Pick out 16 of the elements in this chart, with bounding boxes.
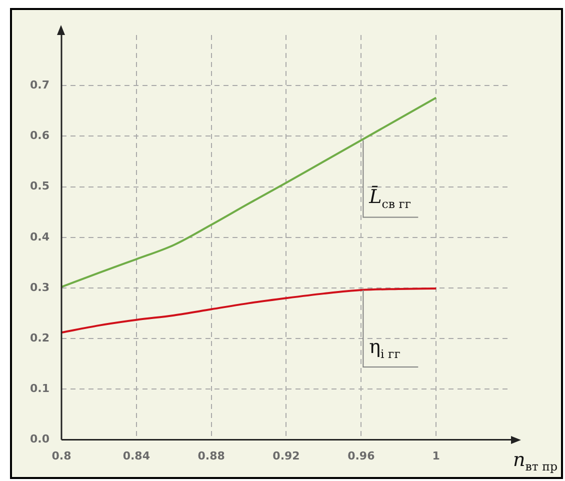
y-tick-label: 0.2 — [30, 331, 50, 344]
line-series — [61, 288, 438, 334]
x-tick-label: 0.96 — [348, 449, 376, 462]
y-tick-label: 0.0 — [30, 432, 50, 446]
x-tick-label: 0.88 — [198, 449, 225, 462]
y-tick-label: 0.7 — [30, 78, 50, 92]
x-tick-label: 0.84 — [122, 449, 150, 462]
x-tick-label: 0.92 — [272, 449, 300, 462]
x-tick-label: 1 — [432, 449, 440, 462]
line-series — [61, 96, 438, 288]
y-tick-label: 0.1 — [30, 382, 50, 396]
y-tick-label: 0.6 — [30, 129, 50, 142]
y-tick-label: 0.4 — [30, 230, 50, 244]
y-tick-label: 0.5 — [30, 180, 50, 193]
y-tick-label: 0.3 — [30, 280, 50, 294]
x-tick-label: 0.8 — [52, 449, 72, 462]
